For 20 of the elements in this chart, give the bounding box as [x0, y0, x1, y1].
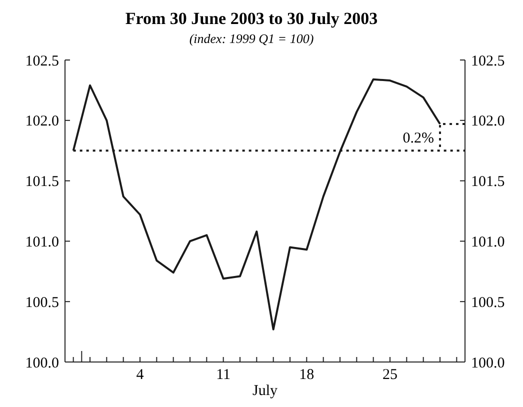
chart-title: From 30 June 2003 to 30 July 2003 [125, 9, 378, 28]
y-tick-label: 102.0 [25, 114, 59, 130]
y-tick-label: 102.5 [25, 53, 59, 70]
y2-tick-label: 101.0 [471, 234, 505, 250]
annotation: 0.2% [402, 130, 434, 147]
x-tick-label: 4 [136, 367, 144, 383]
x-tick-label: 25 [382, 367, 398, 383]
x-axis-title: July [252, 383, 278, 399]
x-tick-label: 18 [299, 367, 314, 383]
y2-tick-label: 100.5 [471, 294, 505, 311]
y-tick-label: 100.0 [25, 355, 59, 372]
y-tick-label: 101.5 [25, 174, 59, 190]
y2-tick-label: 101.5 [471, 174, 505, 190]
y2-tick-label: 102.5 [471, 53, 505, 70]
y2-tick-label: 102.0 [471, 114, 505, 130]
y-tick-label: 101.0 [25, 234, 59, 250]
chart-subtitle: (index: 1999 Q1 = 100) [189, 31, 314, 46]
y-tick-label: 100.5 [25, 294, 59, 311]
y2-tick-label: 100.0 [471, 355, 505, 372]
x-tick-label: 11 [216, 367, 231, 383]
